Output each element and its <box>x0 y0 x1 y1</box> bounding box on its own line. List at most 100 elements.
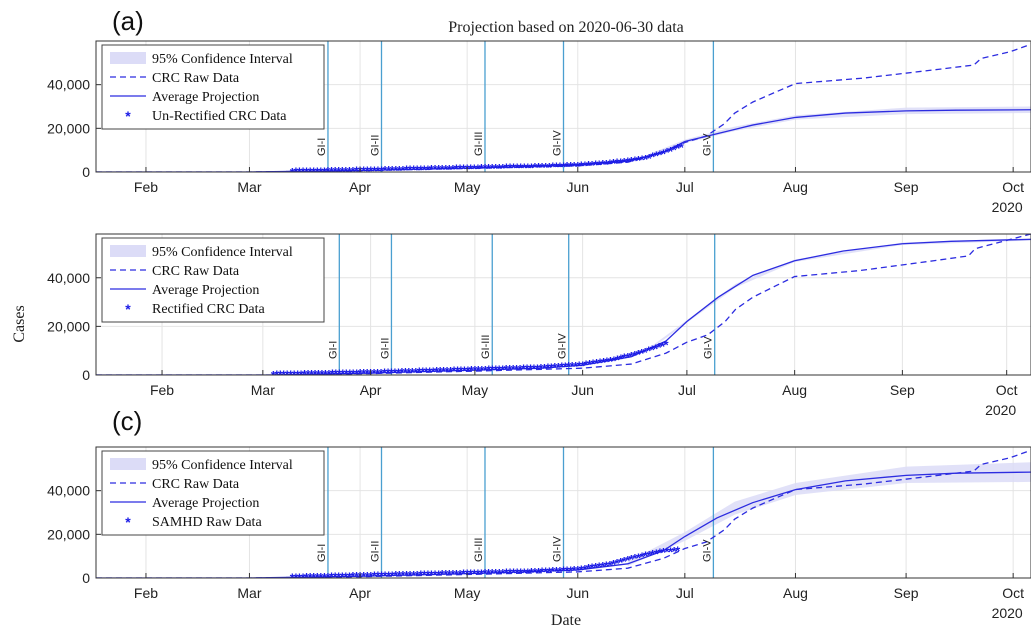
data-marker: * <box>511 161 517 176</box>
data-marker: * <box>469 363 475 378</box>
data-marker: * <box>358 366 364 381</box>
data-marker: * <box>379 569 385 584</box>
data-marker: * <box>397 568 403 583</box>
data-marker: * <box>361 366 367 381</box>
data-marker: * <box>529 160 535 175</box>
data-marker: * <box>668 544 674 559</box>
data-marker: * <box>450 567 456 582</box>
data-marker: * <box>305 367 311 382</box>
data-marker: * <box>600 559 606 574</box>
x-tick-label: Mar <box>237 585 261 601</box>
data-marker: * <box>643 345 649 360</box>
data-marker: * <box>325 570 331 585</box>
legend-swatch-marker: * <box>125 301 131 317</box>
data-marker: * <box>447 162 453 177</box>
data-marker: * <box>618 155 624 170</box>
data-marker: * <box>311 164 317 179</box>
figure-title: Projection based on 2020-06-30 data <box>448 19 684 36</box>
data-marker: * <box>525 565 531 580</box>
data-marker: * <box>654 546 660 561</box>
data-marker: * <box>632 153 638 168</box>
data-marker: * <box>582 158 588 173</box>
data-marker: * <box>476 363 482 378</box>
data-marker: * <box>372 366 378 381</box>
data-marker: * <box>383 163 389 178</box>
data-marker: * <box>392 365 398 380</box>
data-marker: * <box>636 347 642 362</box>
data-marker: * <box>408 568 414 583</box>
data-marker: * <box>293 570 299 585</box>
data-marker: * <box>586 158 592 173</box>
data-marker: * <box>468 161 474 176</box>
data-marker: * <box>333 164 339 179</box>
data-marker: * <box>507 566 513 581</box>
ci-band <box>648 238 1031 351</box>
data-marker: * <box>550 564 556 579</box>
data-marker: * <box>604 354 610 369</box>
data-marker: * <box>622 351 628 366</box>
data-marker: * <box>556 360 562 375</box>
data-marker: * <box>443 567 449 582</box>
data-marker: * <box>573 359 579 374</box>
data-marker: * <box>597 356 603 371</box>
data-marker: * <box>646 344 652 359</box>
x-tick-label: Jun <box>566 179 589 195</box>
data-marker: * <box>318 570 324 585</box>
data-marker: * <box>675 141 681 156</box>
data-marker: * <box>657 340 663 355</box>
data-marker: * <box>518 362 524 377</box>
data-marker: * <box>507 161 513 176</box>
data-marker: * <box>565 563 571 578</box>
data-marker: * <box>404 163 410 178</box>
data-marker: * <box>654 149 660 164</box>
data-marker: * <box>518 160 524 175</box>
data-marker: * <box>440 162 446 177</box>
data-marker: * <box>608 354 614 369</box>
data-marker: * <box>490 363 496 378</box>
data-marker: * <box>579 562 585 577</box>
data-marker: * <box>451 364 457 379</box>
data-marker: * <box>542 361 548 376</box>
data-marker: * <box>575 563 581 578</box>
legend-entry: Average Projection <box>152 90 259 105</box>
gi-label: GI-IV <box>557 333 569 359</box>
x-tick-label: Feb <box>150 382 174 398</box>
data-marker: * <box>660 339 666 354</box>
panel-label: (a) <box>112 6 144 36</box>
data-marker: * <box>445 364 451 379</box>
data-marker: * <box>347 366 353 381</box>
data-marker: * <box>524 362 530 377</box>
data-marker: * <box>639 346 645 361</box>
data-marker: * <box>316 367 322 382</box>
data-marker: * <box>319 367 325 382</box>
data-marker: * <box>418 162 424 177</box>
data-marker: * <box>408 163 414 178</box>
plot-area: ****************************************… <box>96 447 1031 585</box>
data-marker: * <box>497 161 503 176</box>
data-marker: * <box>340 367 346 382</box>
data-marker: * <box>450 162 456 177</box>
data-marker: * <box>347 164 353 179</box>
data-marker: * <box>584 358 590 373</box>
x-tick-label: Oct <box>996 382 1018 398</box>
data-marker: * <box>379 163 385 178</box>
x-tick-label: May <box>462 382 488 398</box>
data-marker: * <box>361 164 367 179</box>
data-marker: * <box>271 368 277 383</box>
data-marker: * <box>461 162 467 177</box>
gi-label: GI-II <box>379 338 391 359</box>
data-marker: * <box>350 164 356 179</box>
data-marker: * <box>531 361 537 376</box>
data-marker: * <box>434 364 440 379</box>
data-marker: * <box>511 362 517 377</box>
legend-entry: CRC Raw Data <box>152 264 240 279</box>
data-marker: * <box>393 568 399 583</box>
data-marker: * <box>465 567 471 582</box>
data-marker: * <box>427 364 433 379</box>
data-marker: * <box>396 365 402 380</box>
data-marker: * <box>300 570 306 585</box>
data-marker: * <box>300 165 306 180</box>
data-marker: * <box>672 544 678 559</box>
year-label: 2020 <box>992 605 1023 621</box>
data-marker: * <box>397 163 403 178</box>
